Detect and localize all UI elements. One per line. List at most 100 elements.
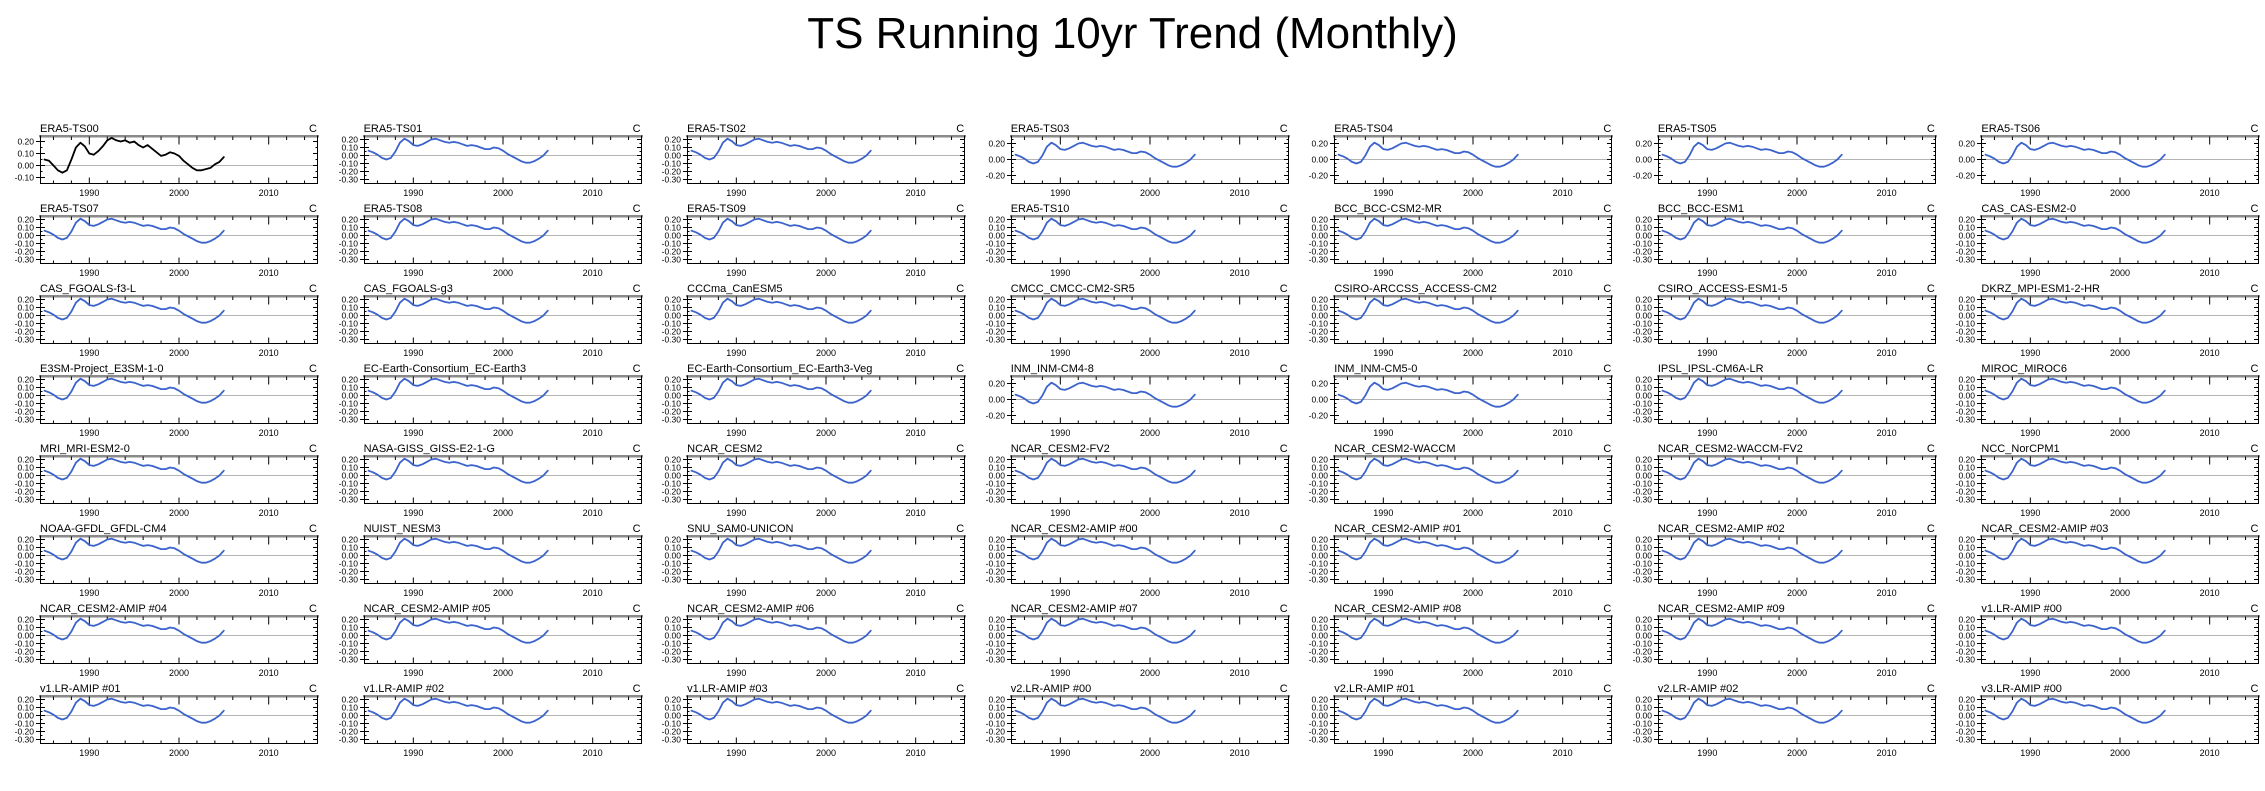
svg-text:-0.20: -0.20 — [1956, 727, 1976, 737]
svg-text:0.00: 0.00 — [1312, 395, 1329, 405]
svg-text:-0.10: -0.10 — [1309, 319, 1329, 329]
svg-text:-0.20: -0.20 — [1956, 327, 1976, 337]
panel-title: NCAR_CESM2-WACCM-FV2 — [1657, 443, 1803, 455]
svg-text:0.00: 0.00 — [1312, 631, 1329, 641]
panel-units-label: C — [1279, 523, 1288, 535]
svg-text:-0.10: -0.10 — [662, 319, 682, 329]
svg-text:2000: 2000 — [816, 188, 836, 198]
panel-title: v2.LR-AMIP #01 — [1334, 683, 1415, 695]
panel-header: ERA5-TS00 C — [0, 118, 323, 135]
chart-panel: CMCC_CMCC-CM2-SR5 C 1990 2000 2010 0.20 0.10 0.… — [971, 278, 1294, 358]
panel-title: ERA5-TS08 — [363, 203, 423, 215]
svg-text:0.00: 0.00 — [988, 551, 1005, 561]
svg-text:0.20: 0.20 — [988, 379, 1005, 389]
plot-area: 1990 2000 2010 0.20 0.00 -0.20 — [985, 135, 1290, 198]
panel-header: BCC_BCC-ESM1 C — [1618, 198, 1941, 215]
chart-panel: NCAR_CESM2-AMIP #07 C 1990 2000 2010 0.20 0.10… — [971, 598, 1294, 678]
trend-line — [1661, 141, 1843, 168]
svg-text:2000: 2000 — [1140, 428, 1160, 438]
panel-units-label: C — [1926, 283, 1935, 295]
svg-text:1990: 1990 — [79, 668, 99, 678]
svg-text:0.20: 0.20 — [988, 295, 1005, 305]
svg-text:-0.30: -0.30 — [1956, 735, 1976, 745]
svg-text:2010: 2010 — [906, 748, 926, 758]
svg-text:0.10: 0.10 — [1959, 303, 1976, 313]
svg-text:0.10: 0.10 — [17, 223, 34, 233]
svg-text:0.20: 0.20 — [665, 535, 682, 545]
svg-text:2010: 2010 — [2200, 348, 2220, 358]
chart-panel: ERA5-TS09 C 1990 2000 2010 0.20 0.10 0.00 -0.10-… — [647, 198, 970, 278]
panel-units-label: C — [956, 603, 965, 615]
panel-title: NUIST_NESM3 — [363, 523, 441, 535]
plot-area: 1990 2000 2010 0.200.100.00-0.10-0.20-0.30 — [15, 455, 319, 518]
plot-area: 1990 2000 2010 0.200.100.00-0.10-0.20-0.30 — [1632, 535, 1937, 598]
svg-text:0.00: 0.00 — [988, 631, 1005, 641]
svg-text:0.00: 0.00 — [1959, 155, 1976, 165]
panel-header: CSIRO_ACCESS-ESM1-5 C — [1618, 278, 1941, 295]
svg-text:-0.10: -0.10 — [1956, 639, 1976, 649]
chart-panel: NCAR_CESM2-WACCM C 1990 2000 2010 0.20 0.10 0.0… — [1294, 438, 1617, 518]
svg-text:-0.30: -0.30 — [985, 575, 1005, 585]
svg-text:-0.20: -0.20 — [662, 647, 682, 657]
chart-panel: ERA5-TS01 C 1990 2000 2010 0.20 0.10 0.00 -0.10-… — [324, 118, 647, 198]
chart-panel: v2.LR-AMIP #01 C 1990 2000 2010 0.20 0.10 0.00-… — [1294, 678, 1617, 758]
trend-line — [1014, 617, 1196, 644]
svg-text:-0.30: -0.30 — [1309, 255, 1329, 265]
panel-title: CCCma_CanESM5 — [687, 283, 783, 295]
svg-text:1990: 1990 — [2021, 508, 2041, 518]
svg-text:2000: 2000 — [1140, 668, 1160, 678]
svg-text:1990: 1990 — [1697, 188, 1717, 198]
svg-text:-0.10: -0.10 — [1956, 319, 1976, 329]
svg-text:-0.30: -0.30 — [338, 175, 358, 185]
svg-text:-0.30: -0.30 — [662, 175, 682, 185]
svg-text:2010: 2010 — [2200, 268, 2220, 278]
svg-text:-0.20: -0.20 — [1956, 487, 1976, 497]
svg-text:2000: 2000 — [816, 428, 836, 438]
svg-text:0.20: 0.20 — [341, 295, 358, 305]
panel-title: NCAR_CESM2-AMIP #05 — [363, 603, 491, 615]
svg-text:0.20: 0.20 — [17, 375, 34, 385]
svg-text:-0.10: -0.10 — [1309, 239, 1329, 249]
svg-text:1990: 1990 — [403, 268, 423, 278]
svg-text:2010: 2010 — [1553, 588, 1573, 598]
svg-text:-0.20: -0.20 — [985, 247, 1005, 257]
svg-text:-0.30: -0.30 — [338, 255, 358, 265]
svg-text:0.20: 0.20 — [1635, 215, 1652, 225]
trend-line — [690, 457, 872, 484]
svg-text:1990: 1990 — [726, 348, 746, 358]
plot-area: 1990 2000 2010 0.200.100.00-0.10-0.20-0.30 — [1632, 295, 1937, 358]
trend-line — [367, 377, 549, 404]
svg-text:0.20: 0.20 — [988, 139, 1005, 149]
svg-text:-0.10: -0.10 — [338, 159, 358, 169]
panel-units-label: C — [2250, 123, 2259, 135]
svg-text:0.00: 0.00 — [1312, 231, 1329, 241]
svg-text:0.20: 0.20 — [1312, 139, 1329, 149]
panel-title: v3.LR-AMIP #00 — [1981, 683, 2062, 695]
panel-title: v1.LR-AMIP #03 — [687, 683, 768, 695]
svg-text:-0.10: -0.10 — [985, 639, 1005, 649]
svg-text:2010: 2010 — [906, 268, 926, 278]
svg-text:-0.20: -0.20 — [1956, 407, 1976, 417]
plot-area: 1990 2000 2010 0.200.100.00-0.10-0.20-0.30 — [338, 135, 643, 198]
svg-text:2000: 2000 — [1787, 348, 1807, 358]
trend-line — [1985, 697, 2167, 724]
chart-panel: NCC_NorCPM1 C 1990 2000 2010 0.20 0.10 0.00 -0.1… — [1941, 438, 2264, 518]
svg-text:2000: 2000 — [169, 668, 189, 678]
svg-text:0.10: 0.10 — [988, 623, 1005, 633]
svg-text:2000: 2000 — [493, 668, 513, 678]
trend-line — [43, 457, 225, 484]
svg-text:0.00: 0.00 — [665, 231, 682, 241]
svg-text:-0.10: -0.10 — [1632, 559, 1652, 569]
svg-text:0.00: 0.00 — [665, 631, 682, 641]
svg-text:2000: 2000 — [816, 668, 836, 678]
svg-text:-0.20: -0.20 — [338, 327, 358, 337]
svg-text:2010: 2010 — [2200, 508, 2220, 518]
svg-text:0.10: 0.10 — [17, 463, 34, 473]
panel-header: ERA5-TS03 C — [971, 118, 1294, 135]
svg-text:-0.20: -0.20 — [1632, 327, 1652, 337]
svg-text:1990: 1990 — [726, 188, 746, 198]
svg-text:-0.10: -0.10 — [985, 319, 1005, 329]
svg-text:2010: 2010 — [1553, 508, 1573, 518]
svg-text:0.10: 0.10 — [665, 223, 682, 233]
svg-text:0.20: 0.20 — [1959, 215, 1976, 225]
